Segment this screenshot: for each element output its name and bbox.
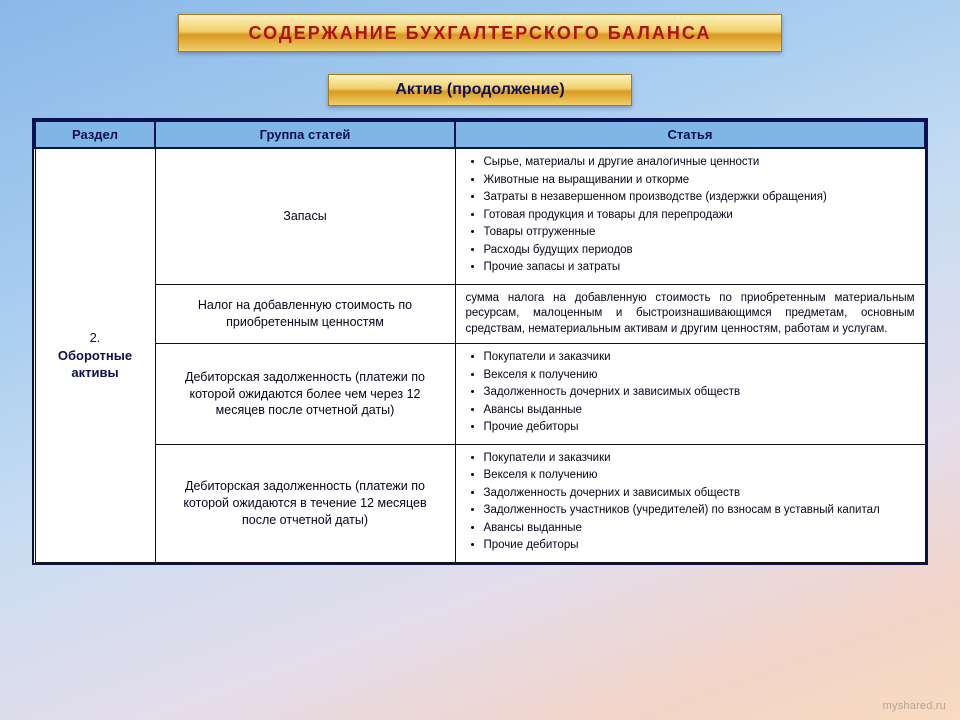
list-item: Животные на выращивании и откорме — [484, 173, 915, 189]
list-item: Покупатели и заказчики — [484, 350, 915, 366]
list-item: Прочие запасы и затраты — [484, 260, 915, 276]
list-item: Задолженность дочерних и зависимых общес… — [484, 486, 915, 502]
group-cell: Дебиторская задолженность (платежи по ко… — [155, 344, 455, 445]
list-item: Задолженность дочерних и зависимых общес… — [484, 385, 915, 401]
page-title: СОДЕРЖАНИЕ БУХГАЛТЕРСКОГО БАЛАНСА — [249, 23, 712, 44]
article-list: Покупатели и заказчикиВекселя к получени… — [466, 451, 915, 554]
page-subtitle: Актив (продолжение) — [395, 81, 564, 99]
article-list: Сырье, материалы и другие аналогичные це… — [466, 155, 915, 276]
col-header-article: Статья — [455, 121, 925, 148]
article-cell: Покупатели и заказчикиВекселя к получени… — [455, 444, 925, 562]
list-item: Товары отгруженные — [484, 225, 915, 241]
article-text: сумма налога на добавленную стоимость по… — [466, 291, 915, 338]
list-item: Авансы выданные — [484, 403, 915, 419]
section-cell: 2.Оборотные активы — [35, 148, 155, 562]
list-item: Прочие дебиторы — [484, 538, 915, 554]
group-cell: Запасы — [155, 148, 455, 284]
list-item: Покупатели и заказчики — [484, 451, 915, 467]
table-header-row: Раздел Группа статей Статья — [35, 121, 925, 148]
watermark: myshared.ru — [883, 700, 946, 712]
list-item: Авансы выданные — [484, 521, 915, 537]
list-item: Векселя к получению — [484, 468, 915, 484]
list-item: Сырье, материалы и другие аналогичные це… — [484, 155, 915, 171]
article-list: Покупатели и заказчики Векселя к получени… — [466, 350, 915, 436]
group-cell: Дебиторская задолженность (платежи по ко… — [155, 444, 455, 562]
list-item: Векселя к получению — [484, 368, 915, 384]
table-row: Дебиторская задолженность (платежи по ко… — [35, 444, 925, 562]
balance-table-wrap: Раздел Группа статей Статья 2.Оборотные … — [32, 118, 928, 565]
list-item: Прочие дебиторы — [484, 420, 915, 436]
section-number: 2. — [46, 329, 145, 347]
list-item: Расходы будущих периодов — [484, 243, 915, 259]
article-cell: сумма налога на добавленную стоимость по… — [455, 284, 925, 344]
col-header-section: Раздел — [35, 121, 155, 148]
list-item: Затраты в незавершенном производстве (из… — [484, 190, 915, 206]
list-item: Задолженность участников (учредителей) п… — [484, 503, 915, 519]
table-row: Дебиторская задолженность (платежи по ко… — [35, 344, 925, 445]
col-header-group: Группа статей — [155, 121, 455, 148]
article-cell: Сырье, материалы и другие аналогичные це… — [455, 148, 925, 284]
title-bar: СОДЕРЖАНИЕ БУХГАЛТЕРСКОГО БАЛАНСА — [178, 14, 782, 52]
article-cell: Покупатели и заказчики Векселя к получени… — [455, 344, 925, 445]
list-item: Готовая продукция и товары для перепрода… — [484, 208, 915, 224]
group-cell: Налог на добавленную стоимость по приобр… — [155, 284, 455, 344]
balance-table: Раздел Группа статей Статья 2.Оборотные … — [34, 120, 926, 563]
table-row: 2.Оборотные активыЗапасыСырье, материалы… — [35, 148, 925, 284]
subtitle-bar: Актив (продолжение) — [328, 74, 632, 106]
table-row: Налог на добавленную стоимость по приобр… — [35, 284, 925, 344]
section-name: Оборотные активы — [46, 347, 145, 382]
